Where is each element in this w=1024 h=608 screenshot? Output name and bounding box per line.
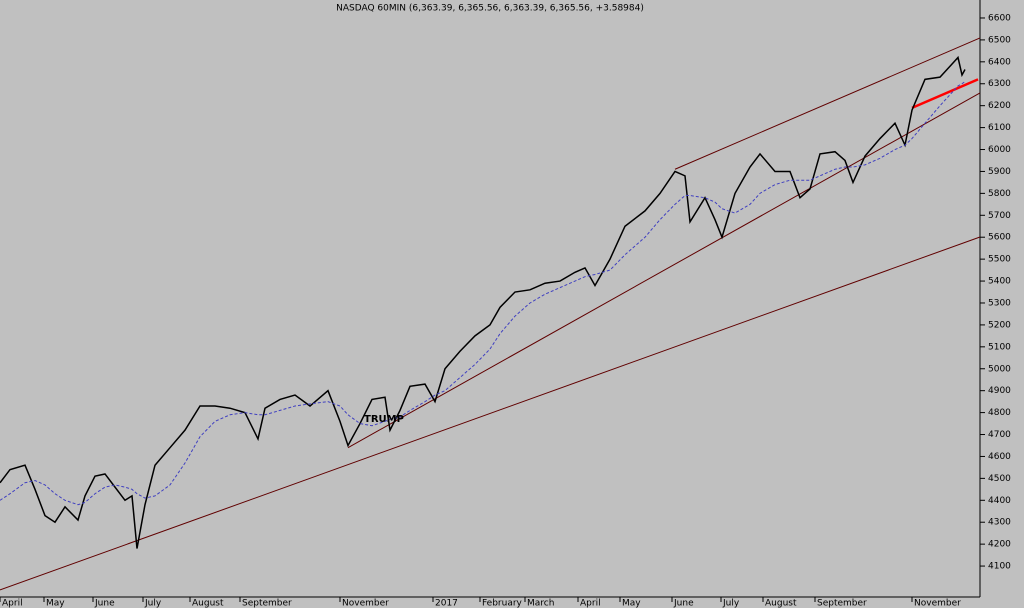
y-tick-label: 6200 (988, 101, 1011, 111)
y-tick-label: 6600 (988, 13, 1011, 23)
y-tick-label: 6500 (988, 35, 1011, 45)
x-tick-label: 2017 (435, 599, 458, 608)
x-tick-label: September (242, 599, 292, 608)
y-tick-label: 4900 (988, 386, 1011, 396)
y-tick-label: 5500 (988, 255, 1011, 265)
y-tick-label: 6100 (988, 123, 1011, 133)
x-tick-label: May (622, 599, 641, 608)
y-tick-label: 5200 (988, 320, 1011, 330)
y-tick-label: 5700 (988, 211, 1011, 221)
y-tick-label: 5600 (988, 233, 1011, 243)
y-tick-label: 5400 (988, 277, 1011, 287)
x-tick-label: November (914, 599, 961, 608)
x-tick-label: November (342, 599, 389, 608)
x-tick-label: August (192, 599, 224, 608)
y-tick-label: 4300 (988, 518, 1011, 528)
trendline (0, 236, 981, 591)
x-tick-label: April (2, 599, 23, 608)
x-tick-label: June (673, 599, 694, 608)
annotation: TRUMP (364, 414, 404, 425)
x-tick-label: July (144, 599, 162, 608)
x-tick-label: August (765, 599, 797, 608)
y-tick-label: 4500 (988, 474, 1011, 484)
y-tick-label: 6400 (988, 57, 1011, 67)
y-tick-label: 5800 (988, 189, 1011, 199)
x-tick-label: September (817, 599, 867, 608)
y-tick-label: 4100 (988, 562, 1011, 572)
y-tick-label: 5000 (988, 364, 1011, 374)
price-line (0, 55, 966, 549)
trendline (347, 92, 981, 449)
x-tick-label: July (722, 599, 740, 608)
y-tick-label: 6000 (988, 145, 1011, 155)
y-tick-label: 5300 (988, 298, 1011, 308)
trendline (911, 78, 979, 110)
y-tick-label: 5900 (988, 167, 1011, 177)
x-tick-label: February (482, 599, 523, 608)
y-tick-label: 4800 (988, 408, 1011, 418)
x-tick-label: May (46, 599, 65, 608)
y-tick-label: 4200 (988, 540, 1011, 550)
x-tick-label: April (580, 599, 601, 608)
trendline (674, 37, 981, 170)
chart-title: NASDAQ 60MIN (6,363.39, 6,365.56, 6,363.… (336, 4, 644, 14)
x-tick-label: June (94, 599, 115, 608)
y-tick-label: 4700 (988, 430, 1011, 440)
y-tick-label: 4600 (988, 452, 1011, 462)
moving-average (0, 81, 966, 506)
y-tick-label: 4400 (988, 496, 1011, 506)
x-tick-label: March (527, 599, 554, 608)
y-tick-label: 5100 (988, 342, 1011, 352)
y-tick-label: 6300 (988, 79, 1011, 89)
